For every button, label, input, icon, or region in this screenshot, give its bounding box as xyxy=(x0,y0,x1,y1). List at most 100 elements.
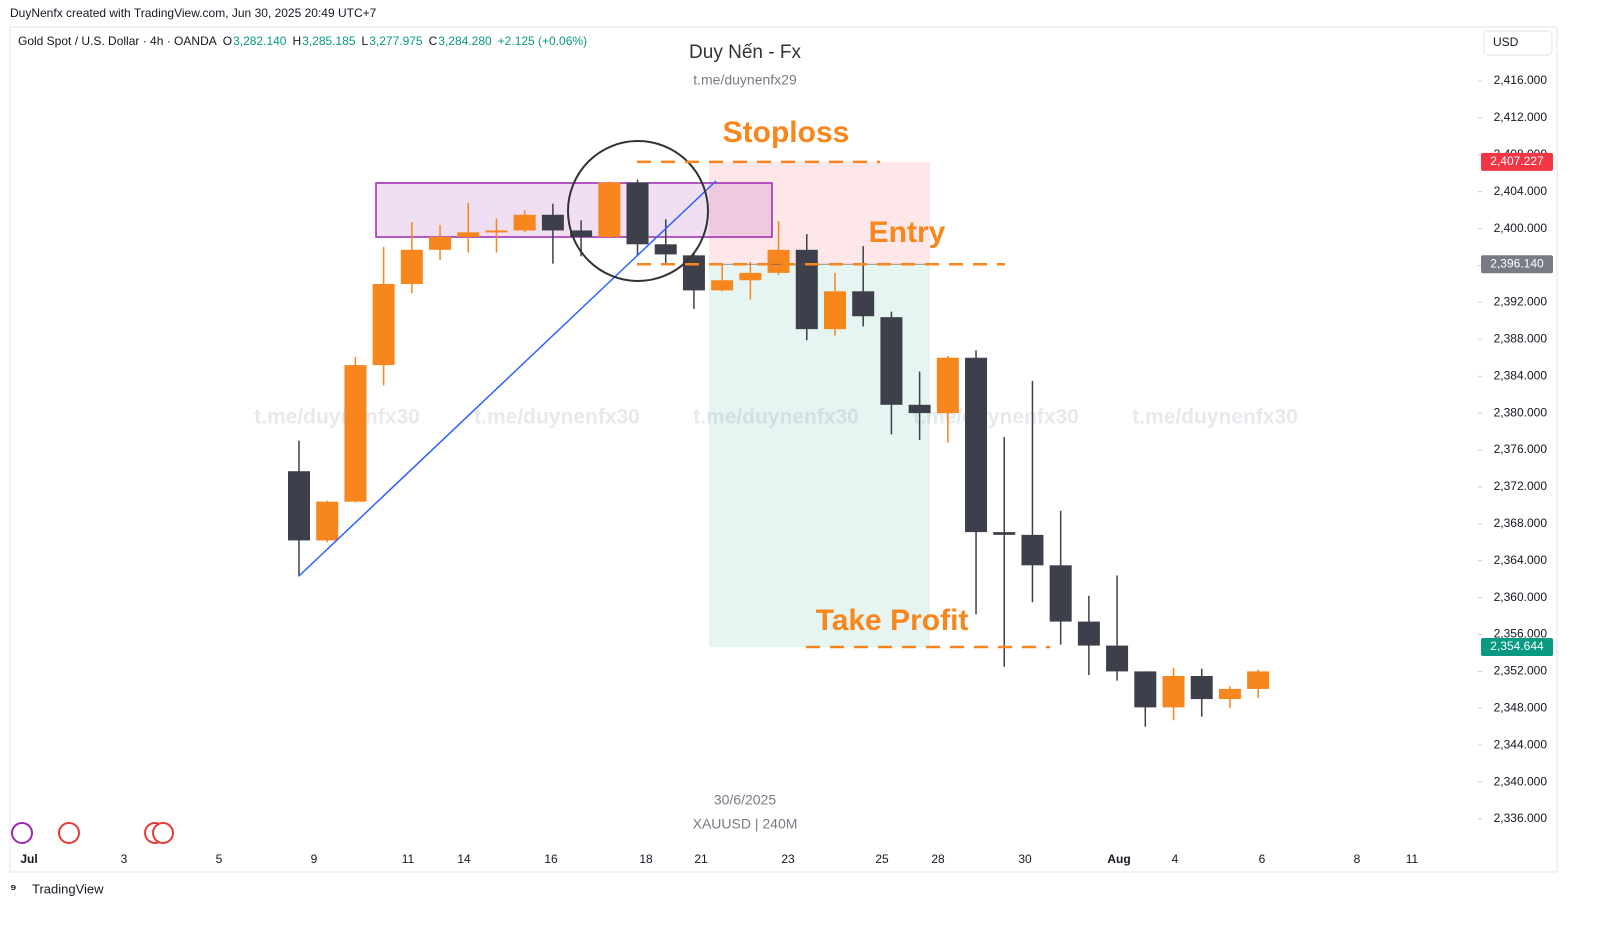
y-tick-label: 2,348.000 xyxy=(1494,700,1548,714)
candle-body xyxy=(626,182,649,245)
x-tick-label: 9 xyxy=(311,852,318,866)
x-tick-label: 18 xyxy=(639,852,653,866)
x-tick-label: 6 xyxy=(1259,852,1266,866)
legend-key: O xyxy=(223,34,232,48)
y-tick-label: 2,412.000 xyxy=(1494,110,1548,124)
y-tick-label: 2,360.000 xyxy=(1494,590,1548,604)
subtitle: t.me/duynenfx29 xyxy=(693,72,797,88)
legend-value: 3,284.280 xyxy=(438,34,492,48)
candle-body xyxy=(654,244,677,255)
candle-body xyxy=(485,230,508,233)
brand-logo: ⁹ xyxy=(10,881,17,897)
candle-body xyxy=(372,283,395,366)
candle-body xyxy=(767,249,790,273)
y-tick-label: 2,416.000 xyxy=(1494,73,1548,87)
y-tick-label: 2,404.000 xyxy=(1494,184,1548,198)
stop-zone xyxy=(709,161,930,265)
symbol: Gold Spot / U.S. Dollar · 4h · OANDA xyxy=(18,34,217,48)
candle-body xyxy=(711,280,734,291)
x-tick-label: 8 xyxy=(1354,852,1361,866)
level-name: Entry xyxy=(869,216,946,249)
x-tick-label: 16 xyxy=(544,852,558,866)
candle-body xyxy=(739,272,762,281)
legend-value: 3,285.185 xyxy=(302,34,356,48)
y-tick-label: 2,340.000 xyxy=(1494,774,1548,788)
header: DuyNenfx created with TradingView.com, J… xyxy=(10,6,377,20)
event-icons xyxy=(11,822,174,844)
chart-frame xyxy=(9,26,1558,873)
x-tick-label: 28 xyxy=(931,852,945,866)
candle-body xyxy=(541,214,564,231)
candle-body xyxy=(457,232,480,237)
y-tick-label: 2,352.000 xyxy=(1494,664,1548,678)
change: +2.125 (+0.06%) xyxy=(498,34,587,48)
candle-body xyxy=(598,182,621,237)
y-tick-label: 2,384.000 xyxy=(1494,368,1548,382)
candle-body xyxy=(288,471,310,541)
candle-body xyxy=(823,291,846,330)
price-tag xyxy=(1481,255,1553,274)
watermark: t.me/duynenfx30 xyxy=(1132,406,1298,429)
price-tag-label: 2,396.140 xyxy=(1490,256,1544,270)
level-name: Take Profit xyxy=(816,604,969,637)
y-tick-label: 2,380.000 xyxy=(1494,405,1548,419)
candle-body xyxy=(1021,534,1044,566)
legend-key: L xyxy=(362,34,369,48)
candle-body xyxy=(795,249,818,330)
footer: 30/6/2025 xyxy=(714,792,776,808)
candle-body xyxy=(570,230,593,237)
legend-key: C xyxy=(429,34,438,48)
candle-body xyxy=(852,291,875,317)
title: Duy Nến - Fx xyxy=(689,42,801,63)
y-tick-label: 2,344.000 xyxy=(1494,737,1548,751)
x-tick-label: Aug xyxy=(1107,852,1130,866)
candle-body xyxy=(400,249,423,284)
y-tick-label: 2,400.000 xyxy=(1494,221,1548,235)
candle-body xyxy=(429,236,452,250)
currency-button[interactable] xyxy=(1483,30,1553,56)
resistance-zone xyxy=(375,182,773,238)
x-tick-label: 3 xyxy=(121,852,128,866)
currency-label[interactable]: USD xyxy=(1493,35,1519,49)
candle-body xyxy=(1162,676,1185,708)
footer: XAUUSD | 240M xyxy=(693,816,798,832)
x-tick-label: 11 xyxy=(1406,852,1419,866)
y-tick-label: 2,376.000 xyxy=(1494,442,1548,456)
candle-body xyxy=(1218,688,1241,700)
candle-body xyxy=(908,404,931,414)
x-tick-label: 11 xyxy=(402,852,415,866)
candle-body xyxy=(513,214,536,231)
candle-body xyxy=(1049,565,1072,622)
y-tick-label: 2,372.000 xyxy=(1494,479,1548,493)
candle-body xyxy=(880,317,903,405)
candle-body xyxy=(1106,645,1129,672)
candle-body xyxy=(1190,676,1213,700)
candle-body xyxy=(1247,671,1270,689)
price-tag-label: 2,354.644 xyxy=(1490,639,1544,653)
legend-value: 3,277.975 xyxy=(369,34,423,48)
y-tick-label: 2,388.000 xyxy=(1494,331,1548,345)
candle-body xyxy=(1134,671,1157,708)
watermark: t.me/duynenfx30 xyxy=(474,406,640,429)
y-tick-label: 2,364.000 xyxy=(1494,553,1548,567)
candle-body xyxy=(993,532,1016,535)
legend-value: 3,282.140 xyxy=(233,34,287,48)
price-tag xyxy=(1481,638,1553,657)
y-tick-label: 2,368.000 xyxy=(1494,516,1548,530)
x-tick-label: 23 xyxy=(781,852,795,866)
candle-body xyxy=(936,357,959,414)
x-tick-label: 4 xyxy=(1172,852,1179,866)
legend-key: H xyxy=(292,34,301,48)
y-tick-label: 2,336.000 xyxy=(1494,811,1548,825)
highlight-circle xyxy=(567,140,709,282)
candle-body xyxy=(316,501,339,541)
brand: TradingView xyxy=(32,881,104,896)
x-tick-label: 5 xyxy=(216,852,223,866)
x-tick-label: 30 xyxy=(1018,852,1032,866)
x-tick-label: 14 xyxy=(457,852,471,866)
watermark: t.me/duynenfx30 xyxy=(693,406,859,429)
level-name: Stoploss xyxy=(723,116,850,149)
watermark: t.me/duynenfx30 xyxy=(254,406,420,429)
candle-body xyxy=(1077,621,1100,646)
